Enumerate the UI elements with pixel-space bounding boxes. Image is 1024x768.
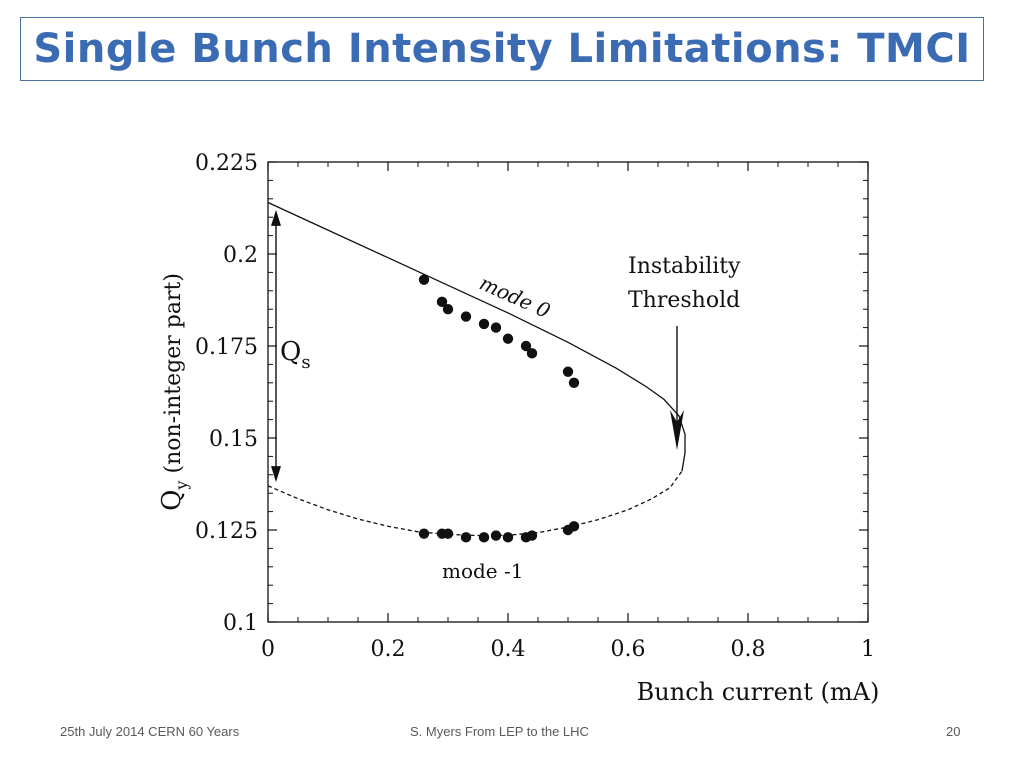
mode-minus1-point bbox=[526, 530, 538, 541]
x-tick-label: 0 bbox=[261, 637, 275, 662]
mode-0-point bbox=[520, 340, 532, 352]
y-axis-label-rest: (non-integer part) bbox=[161, 273, 186, 473]
mode-0-point bbox=[568, 377, 580, 388]
y-tick-label: 0.2 bbox=[223, 243, 258, 268]
mode-minus1-point bbox=[502, 532, 514, 543]
mode-minus1-point bbox=[568, 521, 580, 532]
mode-0-point bbox=[478, 318, 490, 330]
y-axis-label-sub: y bbox=[172, 481, 191, 491]
y-tick-label: 0.15 bbox=[209, 427, 258, 452]
mode-0-point bbox=[562, 366, 574, 377]
plot-frame bbox=[267, 161, 869, 623]
x-axis-label: Bunch current (mA) bbox=[637, 678, 880, 706]
threshold-label-line1: Instability bbox=[628, 254, 741, 279]
x-tick-label: 0.4 bbox=[491, 637, 526, 662]
x-tick-label: 0.8 bbox=[731, 637, 766, 662]
mode-0-label: mode 0 bbox=[476, 271, 554, 323]
x-tick-label: 0.2 bbox=[371, 637, 406, 662]
threshold-arrow-head bbox=[670, 410, 684, 450]
mode-0-point bbox=[490, 322, 502, 333]
page-number: 20 bbox=[946, 724, 961, 739]
mode-minus1-label: mode -1 bbox=[442, 559, 523, 583]
mode-0-point bbox=[502, 333, 514, 344]
qs-label: Qs bbox=[280, 337, 311, 373]
qs-label-sub: s bbox=[301, 352, 310, 373]
mode-minus1-point bbox=[478, 532, 490, 543]
y-axis-label: Qy (non-integer part) bbox=[157, 273, 191, 511]
mode-0-point bbox=[436, 296, 448, 308]
y-tick-label: 0.175 bbox=[195, 335, 258, 360]
mode-0-point bbox=[418, 274, 430, 285]
slide-title: Single Bunch Intensity Limitations: TMCI bbox=[33, 26, 971, 72]
svg-text:Qy (non-integer part): Qy (non-integer part) bbox=[157, 273, 191, 511]
mode-minus1-point bbox=[418, 528, 430, 539]
y-tick-label: 0.1 bbox=[223, 611, 258, 636]
y-axis-label-q: Q bbox=[157, 490, 187, 511]
x-tick-label: 1 bbox=[861, 637, 875, 662]
mode-minus1-point bbox=[490, 530, 502, 541]
mode-0-fit-line bbox=[267, 201, 686, 472]
mode-0-point bbox=[442, 304, 454, 315]
mode-minus1-point bbox=[442, 528, 454, 539]
footer-date-event: 25th July 2014 CERN 60 Years bbox=[60, 724, 240, 739]
mode-minus1-fit-line bbox=[267, 470, 683, 537]
title-box: Single Bunch Intensity Limitations: TMCI bbox=[20, 17, 984, 81]
y-tick-label: 0.125 bbox=[195, 519, 258, 544]
footer-author-talk: S. Myers From LEP to the LHC bbox=[410, 724, 589, 739]
mode-0-point bbox=[526, 348, 538, 359]
mode-minus1-point bbox=[460, 532, 472, 543]
qs-arrow-head-up bbox=[271, 209, 281, 226]
qs-arrow-head-down bbox=[271, 466, 281, 483]
y-tick-label: 0.225 bbox=[195, 151, 258, 176]
mode-0-point bbox=[460, 311, 472, 322]
threshold-label-line2: Threshold bbox=[628, 288, 740, 313]
x-tick-label: 0.6 bbox=[611, 637, 646, 662]
